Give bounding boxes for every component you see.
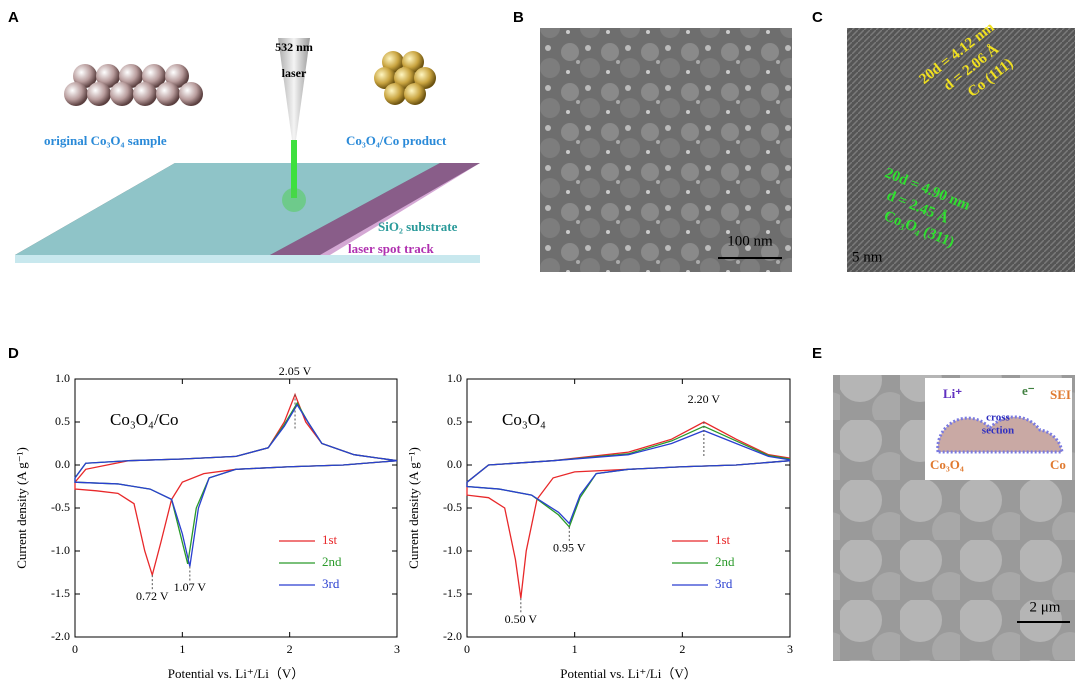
sei-label: SEI bbox=[1050, 387, 1071, 402]
chart-title: Co₃O₄ bbox=[502, 410, 546, 429]
substrate-edge bbox=[15, 255, 480, 263]
y-axis-label: Current density (A g⁻¹) bbox=[14, 447, 29, 569]
x-tick-label: 1 bbox=[572, 642, 578, 656]
figure-svg: A 532 nm laser original Co₃O₄ sample Co₃… bbox=[0, 0, 1081, 684]
peak-label: 1.07 V bbox=[174, 580, 207, 594]
panel-label: E bbox=[812, 345, 822, 362]
li-label: Li⁺ bbox=[943, 386, 962, 401]
cv-curve bbox=[467, 422, 790, 598]
peak-label: 0.95 V bbox=[553, 541, 586, 555]
y-tick-label: -1.0 bbox=[443, 543, 462, 557]
cv-curve bbox=[467, 431, 790, 524]
laser-wavelength: 532 nm bbox=[275, 40, 313, 54]
x-axis-label: Potential vs. Li⁺/Li（V） bbox=[560, 666, 697, 681]
x-tick-label: 2 bbox=[679, 642, 685, 656]
peak-label: 2.05 V bbox=[279, 364, 312, 378]
product-balls bbox=[374, 51, 436, 105]
panel-label: D bbox=[8, 345, 19, 362]
legend-label: 1st bbox=[715, 532, 731, 547]
scale-label: 5 nm bbox=[852, 249, 883, 265]
figure: A 532 nm laser original Co₃O₄ sample Co₃… bbox=[0, 0, 1081, 684]
x-tick-label: 0 bbox=[72, 642, 78, 656]
y-tick-label: -2.0 bbox=[51, 629, 70, 643]
co-label: Co bbox=[1050, 457, 1066, 472]
section-label: section bbox=[982, 425, 1014, 437]
y-tick-label: -0.5 bbox=[51, 500, 70, 514]
peak-label: 2.20 V bbox=[688, 392, 721, 406]
y-tick-label: 1.0 bbox=[447, 371, 462, 385]
panel-label: C bbox=[812, 9, 823, 26]
panel-label: A bbox=[8, 9, 19, 26]
x-tick-label: 2 bbox=[287, 642, 293, 656]
substrate-label: SiO₂ substrate bbox=[378, 219, 458, 234]
y-tick-label: -1.5 bbox=[443, 586, 462, 600]
legend-label: 2nd bbox=[322, 554, 342, 569]
oxide-label: Co₃O₄ bbox=[930, 457, 964, 472]
y-tick-label: 0.5 bbox=[447, 414, 462, 428]
x-axis-label: Potential vs. Li⁺/Li（V） bbox=[168, 666, 305, 681]
laser-spot bbox=[282, 188, 306, 212]
legend-label: 2nd bbox=[715, 554, 735, 569]
laser-text: laser bbox=[282, 66, 307, 80]
original-balls bbox=[64, 64, 203, 106]
product-label: Co₃O₄/Co product bbox=[346, 133, 447, 148]
legend-label: 3rd bbox=[715, 576, 733, 591]
panel-label: B bbox=[513, 9, 524, 26]
track-label: laser spot track bbox=[348, 241, 434, 256]
y-tick-label: 0.5 bbox=[55, 414, 70, 428]
y-tick-label: 0.0 bbox=[55, 457, 70, 471]
x-tick-label: 0 bbox=[464, 642, 470, 656]
y-tick-label: -0.5 bbox=[443, 500, 462, 514]
y-tick-label: -1.0 bbox=[51, 543, 70, 557]
chart-title: Co₃O₄/Co bbox=[110, 410, 179, 429]
original-label: original Co₃O₄ sample bbox=[44, 133, 167, 148]
y-axis-label: Current density (A g⁻¹) bbox=[406, 447, 421, 569]
y-tick-label: -1.5 bbox=[51, 586, 70, 600]
scale-label: 2 μm bbox=[1030, 599, 1061, 615]
y-tick-label: -2.0 bbox=[443, 629, 462, 643]
x-tick-label: 1 bbox=[179, 642, 185, 656]
legend-label: 1st bbox=[322, 532, 338, 547]
y-tick-label: 1.0 bbox=[55, 371, 70, 385]
x-tick-label: 3 bbox=[394, 642, 400, 656]
peak-label: 0.72 V bbox=[136, 589, 169, 603]
peak-label: 0.50 V bbox=[505, 612, 538, 626]
y-tick-label: 0.0 bbox=[447, 457, 462, 471]
electron-label: e⁻ bbox=[1022, 383, 1035, 398]
cv-curve bbox=[75, 405, 397, 567]
x-tick-label: 3 bbox=[787, 642, 793, 656]
scale-label: 100 nm bbox=[727, 233, 773, 249]
legend-label: 3rd bbox=[322, 576, 340, 591]
cross-label: cross bbox=[986, 412, 1010, 424]
